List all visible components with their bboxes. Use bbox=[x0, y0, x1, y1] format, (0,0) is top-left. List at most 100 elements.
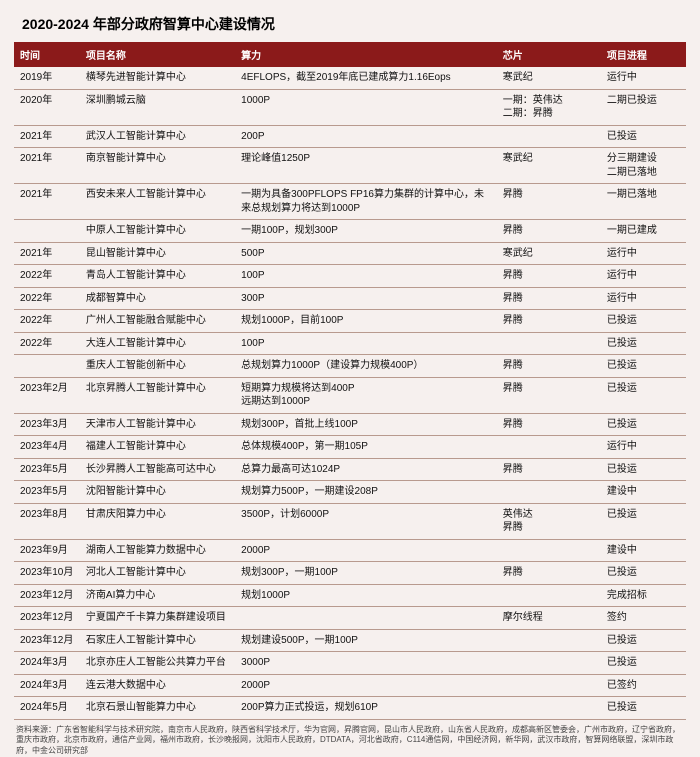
table-cell: 2023年9月 bbox=[14, 539, 80, 562]
table-cell: 大连人工智能计算中心 bbox=[80, 332, 235, 355]
table-cell: 规划300P，首批上线100P bbox=[235, 413, 497, 436]
table-row: 重庆人工智能创新中心总规划算力1000P（建设算力规模400P）昇腾已投运 bbox=[14, 355, 686, 378]
table-cell: 广州人工智能融合赋能中心 bbox=[80, 310, 235, 333]
table-cell: 昇腾 bbox=[497, 377, 601, 413]
table-cell: 运行中 bbox=[601, 67, 686, 89]
table-row: 2023年4月福建人工智能计算中心总体规模400P，第一期105P运行中 bbox=[14, 436, 686, 459]
table-cell: 重庆人工智能创新中心 bbox=[80, 355, 235, 378]
table-cell: 规划1000P bbox=[235, 584, 497, 607]
table-cell: 总规划算力1000P（建设算力规模400P） bbox=[235, 355, 497, 378]
table-cell: 2023年2月 bbox=[14, 377, 80, 413]
table-cell: 2021年 bbox=[14, 148, 80, 184]
table-cell: 签约 bbox=[601, 607, 686, 630]
table-row: 2023年12月宁夏国产千卡算力集群建设项目摩尔线程签约 bbox=[14, 607, 686, 630]
table-cell: 湖南人工智能算力数据中心 bbox=[80, 539, 235, 562]
table-cell: 2021年 bbox=[14, 125, 80, 148]
table-cell: 甘肃庆阳算力中心 bbox=[80, 503, 235, 539]
table-cell: 寒武纪 bbox=[497, 242, 601, 265]
table-cell: 已投运 bbox=[601, 503, 686, 539]
table-cell: 已投运 bbox=[601, 377, 686, 413]
table-cell bbox=[14, 355, 80, 378]
table-cell bbox=[497, 332, 601, 355]
table-row: 2021年昆山智能计算中心500P寒武纪运行中 bbox=[14, 242, 686, 265]
table-cell bbox=[235, 607, 497, 630]
table-cell: 横琴先进智能计算中心 bbox=[80, 67, 235, 89]
table-cell: 一期：英伟达二期：昇腾 bbox=[497, 89, 601, 125]
page-title: 2020-2024 年部分政府智算中心建设情况 bbox=[14, 10, 686, 42]
table-cell: 3500P，计划6000P bbox=[235, 503, 497, 539]
table-cell: 一期100P，规划300P bbox=[235, 220, 497, 243]
table-cell: 2023年8月 bbox=[14, 503, 80, 539]
table-row: 2023年12月石家庄人工智能计算中心规划建设500P，一期100P已投运 bbox=[14, 629, 686, 652]
table-cell: 摩尔线程 bbox=[497, 607, 601, 630]
table-cell: 昇腾 bbox=[497, 355, 601, 378]
table-cell: 一期已建成 bbox=[601, 220, 686, 243]
table-cell bbox=[497, 125, 601, 148]
table-cell: 天津市人工智能计算中心 bbox=[80, 413, 235, 436]
col-header-chip: 芯片 bbox=[497, 42, 601, 67]
table-cell: 建设中 bbox=[601, 539, 686, 562]
table-cell: 寒武纪 bbox=[497, 148, 601, 184]
table-cell: 已投运 bbox=[601, 697, 686, 720]
table-cell: 昇腾 bbox=[497, 562, 601, 585]
table-cell: 昆山智能计算中心 bbox=[80, 242, 235, 265]
table-cell: 2022年 bbox=[14, 332, 80, 355]
table-cell: 福建人工智能计算中心 bbox=[80, 436, 235, 459]
table-row: 2021年西安未来人工智能计算中心一期为具备300PFLOPS FP16算力集群… bbox=[14, 184, 686, 220]
data-table: 时间 项目名称 算力 芯片 项目进程 2019年横琴先进智能计算中心4EFLOP… bbox=[14, 42, 686, 720]
table-cell: 长沙昇腾人工智能高可达中心 bbox=[80, 458, 235, 481]
table-cell: 规划建设500P，一期100P bbox=[235, 629, 497, 652]
table-cell: 2022年 bbox=[14, 310, 80, 333]
table-cell: 一期为具备300PFLOPS FP16算力集群的计算中心，未来总规划算力将达到1… bbox=[235, 184, 497, 220]
table-cell bbox=[497, 674, 601, 697]
table-cell: 建设中 bbox=[601, 481, 686, 504]
table-cell: 宁夏国产千卡算力集群建设项目 bbox=[80, 607, 235, 630]
table-cell bbox=[497, 539, 601, 562]
table-cell: 寒武纪 bbox=[497, 67, 601, 89]
table-row: 2023年12月济南AI算力中心规划1000P完成招标 bbox=[14, 584, 686, 607]
table-cell: 青岛人工智能计算中心 bbox=[80, 265, 235, 288]
table-cell: 200P算力正式投运，规划610P bbox=[235, 697, 497, 720]
table-cell: 2019年 bbox=[14, 67, 80, 89]
table-cell: 2024年5月 bbox=[14, 697, 80, 720]
table-row: 2023年10月河北人工智能计算中心规划300P，一期100P昇腾已投运 bbox=[14, 562, 686, 585]
table-cell bbox=[497, 584, 601, 607]
table-cell: 已投运 bbox=[601, 332, 686, 355]
table-cell: 2024年3月 bbox=[14, 674, 80, 697]
table-header-row: 时间 项目名称 算力 芯片 项目进程 bbox=[14, 42, 686, 67]
col-header-time: 时间 bbox=[14, 42, 80, 67]
table-cell: 规划1000P，目前100P bbox=[235, 310, 497, 333]
table-row: 2023年5月沈阳智能计算中心规划算力500P，一期建设208P建设中 bbox=[14, 481, 686, 504]
table-row: 2022年广州人工智能融合赋能中心规划1000P，目前100P昇腾已投运 bbox=[14, 310, 686, 333]
table-cell: 中原人工智能计算中心 bbox=[80, 220, 235, 243]
table-row: 2024年3月北京亦庄人工智能公共算力平台3000P已投运 bbox=[14, 652, 686, 675]
table-cell: 2000P bbox=[235, 539, 497, 562]
table-cell: 2023年5月 bbox=[14, 481, 80, 504]
table-cell: 英伟达昇腾 bbox=[497, 503, 601, 539]
table-row: 2023年2月北京昇腾人工智能计算中心短期算力规模将达到400P远期达到1000… bbox=[14, 377, 686, 413]
table-row: 2022年成都智算中心300P昇腾运行中 bbox=[14, 287, 686, 310]
table-cell: 已投运 bbox=[601, 458, 686, 481]
table-cell: 北京石景山智能算力中心 bbox=[80, 697, 235, 720]
col-header-name: 项目名称 bbox=[80, 42, 235, 67]
table-cell: 2023年10月 bbox=[14, 562, 80, 585]
table-cell: 石家庄人工智能计算中心 bbox=[80, 629, 235, 652]
table-cell: 昇腾 bbox=[497, 413, 601, 436]
table-cell: 200P bbox=[235, 125, 497, 148]
table-cell: 已投运 bbox=[601, 652, 686, 675]
table-cell: 济南AI算力中心 bbox=[80, 584, 235, 607]
table-cell: 已投运 bbox=[601, 310, 686, 333]
table-cell: 完成招标 bbox=[601, 584, 686, 607]
table-cell: 300P bbox=[235, 287, 497, 310]
table-cell: 已投运 bbox=[601, 413, 686, 436]
table-row: 2021年武汉人工智能计算中心200P已投运 bbox=[14, 125, 686, 148]
table-cell: 连云港大数据中心 bbox=[80, 674, 235, 697]
table-cell: 已投运 bbox=[601, 562, 686, 585]
table-cell: 河北人工智能计算中心 bbox=[80, 562, 235, 585]
table-row: 2024年3月连云港大数据中心2000P已签约 bbox=[14, 674, 686, 697]
table-cell: 规划300P，一期100P bbox=[235, 562, 497, 585]
table-cell bbox=[14, 220, 80, 243]
table-cell bbox=[497, 436, 601, 459]
table-row: 2023年3月天津市人工智能计算中心规划300P，首批上线100P昇腾已投运 bbox=[14, 413, 686, 436]
table-cell: 2022年 bbox=[14, 287, 80, 310]
